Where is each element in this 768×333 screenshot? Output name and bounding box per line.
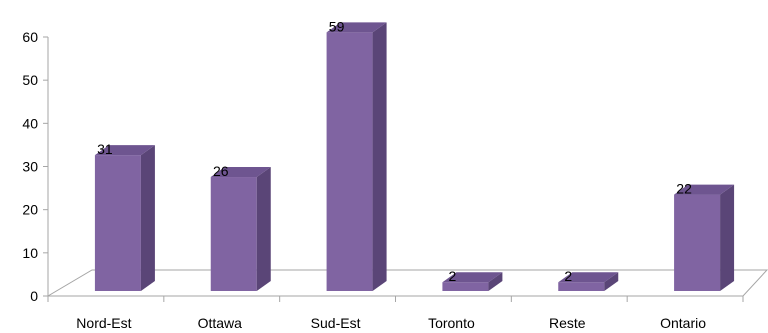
y-tick-label: 10: [22, 245, 38, 261]
bar-side: [256, 167, 271, 291]
bar: [674, 184, 735, 291]
y-tick-label: 40: [22, 115, 38, 131]
chart-floor: [46, 269, 768, 297]
bar-side: [720, 184, 735, 291]
y-axis: 0 10 20 30 40 50 60: [22, 29, 49, 304]
y-tick-label: 0: [30, 288, 38, 304]
data-label: 31: [97, 141, 113, 157]
bar-top: [210, 167, 271, 178]
bar-front: [326, 32, 373, 292]
x-tick-label: Toronto: [428, 315, 475, 331]
bar-side: [488, 272, 503, 291]
y-tick-label: 50: [22, 72, 38, 88]
bar-top: [558, 272, 619, 283]
bar-side: [372, 22, 387, 292]
chart-floor-plane: [46, 269, 768, 297]
x-tick-label: Nord-Est: [76, 315, 131, 331]
data-label: 2: [564, 268, 572, 284]
x-tick-label: Ottawa: [198, 315, 243, 331]
bar-side: [604, 272, 619, 291]
x-tick-label: Reste: [549, 315, 586, 331]
bar: [94, 145, 155, 291]
y-tick-label: 30: [22, 159, 38, 175]
y-tick-label: 20: [22, 202, 38, 218]
data-label: 22: [676, 181, 692, 197]
bar-front: [210, 177, 257, 291]
bar-top: [326, 22, 387, 33]
data-label: 2: [449, 268, 457, 284]
y-tick-label: 60: [22, 29, 38, 45]
bar: [210, 167, 271, 291]
bar-side: [140, 145, 155, 291]
x-tick-label: Sud-Est: [311, 315, 361, 331]
bar-front: [674, 194, 721, 291]
data-label: 26: [213, 163, 229, 179]
bar: [558, 272, 619, 291]
bar: [326, 22, 387, 292]
bar-top: [94, 145, 155, 156]
x-axis: Nord-Est Ottawa Sud-Est Toronto Reste Ontario: [47, 296, 744, 331]
bar-front: [94, 155, 141, 291]
bar-front: [442, 282, 489, 291]
x-tick-label: Ontario: [660, 315, 706, 331]
bar-front: [558, 282, 605, 291]
data-label: 59: [329, 18, 345, 34]
bar-top: [442, 272, 503, 283]
bar-top: [674, 184, 735, 195]
bar: [442, 272, 503, 291]
